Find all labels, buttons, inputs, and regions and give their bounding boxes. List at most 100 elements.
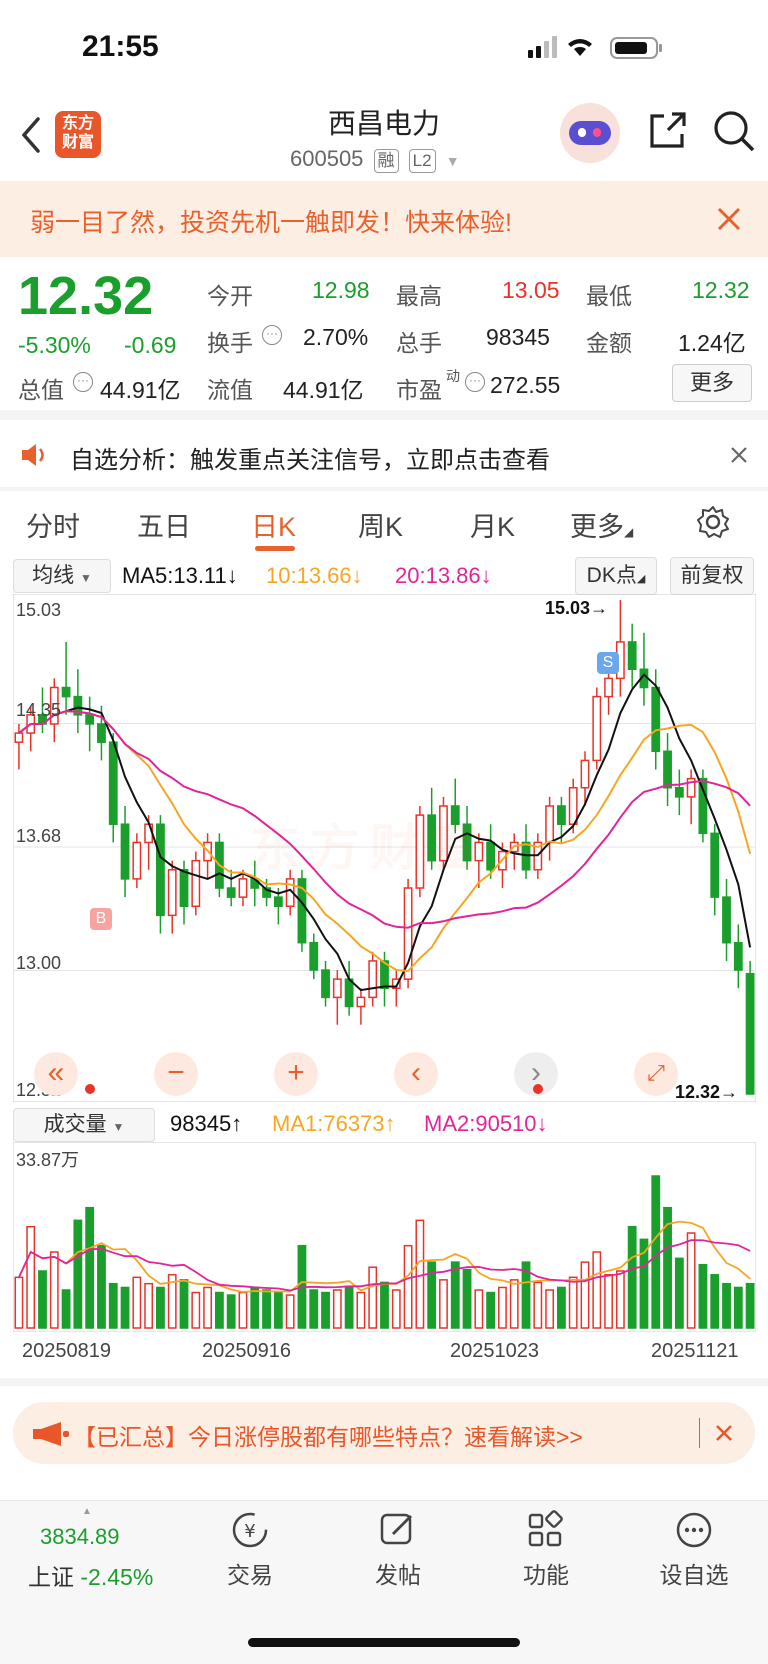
pe-superscript: 动 [446, 368, 460, 384]
info-icon[interactable]: ··· [262, 325, 282, 345]
scroll-left-button[interactable]: ‹ [394, 1052, 438, 1096]
current-price: 12.32 [18, 266, 154, 326]
nav-function[interactable]: 功能 [491, 1510, 601, 1590]
volume-bar [733, 1286, 743, 1329]
fullscreen-icon[interactable]: ⤢ [634, 1052, 678, 1096]
candle-body [674, 787, 684, 798]
indicator-select[interactable]: 均线 ▼ [13, 559, 111, 593]
index-value[interactable]: 3834.89 [40, 1524, 120, 1549]
candle-body [698, 777, 708, 835]
stock-code: 600505 [290, 146, 364, 171]
volume-bar [250, 1286, 260, 1329]
nav-post[interactable]: 发帖 [343, 1510, 453, 1590]
volume-bar [132, 1276, 142, 1329]
info-icon[interactable]: ··· [465, 372, 485, 392]
volume-bar [226, 1294, 236, 1329]
candle-body [332, 978, 342, 999]
amount-value: 1.24亿 [678, 330, 746, 356]
volume-bar [745, 1282, 755, 1329]
tab-monthly-k[interactable]: 月K [470, 512, 516, 542]
nav-trade[interactable]: ¥ 交易 [195, 1510, 305, 1590]
candle-body [556, 805, 566, 825]
ad-banner[interactable]: 【已汇总】今日涨停股都有哪些特点？速看解读>> [13, 1402, 755, 1464]
change-value: -0.69 [124, 332, 177, 358]
notice-close-icon[interactable] [730, 446, 748, 464]
volume-bar [108, 1282, 118, 1329]
candle-body [686, 777, 696, 798]
tab-more[interactable]: 更多◢ [570, 512, 634, 542]
tab-weekly-k[interactable]: 周K [358, 512, 404, 542]
ma10-value: 10:13.66↓ [266, 563, 363, 588]
divider [0, 410, 768, 420]
header: 东方 财富 [0, 95, 768, 180]
volume-bar [509, 1279, 519, 1329]
volume-bar [203, 1286, 213, 1329]
margin-tag: 融 [373, 149, 399, 173]
scroll-left-fast-button[interactable]: « [34, 1052, 78, 1096]
bottom-nav [0, 1500, 768, 1664]
candle-body [356, 996, 366, 1008]
back-icon[interactable] [18, 115, 42, 155]
promo-banner-text: 弱一目了然，投资先机一触即发！快来体验! [30, 209, 512, 237]
zoom-out-button[interactable]: − [154, 1052, 198, 1096]
volume-bar [439, 1279, 448, 1329]
search-icon[interactable] [712, 109, 756, 153]
volume-chart[interactable] [13, 1142, 756, 1332]
dk-point-button[interactable]: DK点◢ [575, 557, 657, 595]
candle-body [710, 832, 720, 898]
tab-five-day[interactable]: 五日 [137, 512, 191, 542]
sell-signal-tag[interactable]: S [597, 652, 619, 674]
status-bar: 21:55 [0, 0, 768, 100]
volume-bar [391, 1289, 401, 1329]
volume-bar [698, 1263, 708, 1329]
candle-body [568, 787, 578, 825]
dot-indicator [85, 1084, 95, 1094]
buy-signal-tag[interactable]: B [90, 908, 112, 930]
adjust-button[interactable]: 前复权 [670, 557, 754, 595]
volume-bar [356, 1291, 366, 1329]
stock-name: 西昌电力 [327, 108, 440, 139]
volume-bar [604, 1274, 613, 1329]
index-row[interactable]: 上证 -2.45% [28, 1564, 154, 1590]
volume-bar [144, 1282, 154, 1329]
volume-bar [49, 1251, 59, 1329]
tab-daily-k[interactable]: 日K [251, 512, 297, 542]
volume-ma1: MA1:76373↑ [272, 1111, 396, 1136]
candle-body [297, 878, 307, 944]
float-value: 44.91亿 [283, 377, 364, 403]
volume-indicator-select[interactable]: 成交量 ▼ [13, 1108, 155, 1142]
volume-value: 98345 [486, 324, 550, 350]
volume-bar [450, 1261, 460, 1329]
nav-add-watchlist[interactable]: 设自选 [639, 1510, 749, 1590]
candle-body [380, 960, 389, 990]
divider [0, 1378, 768, 1386]
volume-bar [26, 1225, 36, 1329]
settings-gear-icon[interactable] [696, 505, 730, 539]
volume-bar [627, 1225, 637, 1329]
divider [0, 487, 768, 491]
divider [699, 1418, 700, 1448]
low-label: 最低 [586, 283, 632, 309]
ad-close-icon[interactable] [715, 1424, 733, 1442]
volume-bar [615, 1270, 625, 1329]
high-label: 最高 [396, 283, 442, 309]
kline-chart[interactable] [13, 594, 756, 1102]
tab-intraday[interactable]: 分时 [26, 512, 80, 542]
candle-body [226, 887, 236, 898]
banner-close-icon[interactable] [716, 206, 742, 232]
notice-bar[interactable]: 自选分析：触发重点关注信号，立即点击查看 [0, 420, 768, 488]
status-icons [528, 36, 662, 59]
zoom-in-button[interactable]: + [274, 1052, 318, 1096]
volume-bar [498, 1286, 507, 1329]
volume-bar [73, 1219, 83, 1329]
caret-down-icon[interactable]: ▼ [445, 153, 460, 169]
volume-bar [722, 1282, 731, 1329]
candle-body [321, 969, 330, 999]
candle-body [238, 878, 248, 898]
more-button[interactable]: 更多 [672, 364, 752, 402]
share-icon[interactable] [646, 110, 688, 152]
robot-assistant-icon[interactable] [560, 103, 620, 163]
info-icon[interactable]: ··· [73, 372, 93, 392]
volume-bar [474, 1289, 484, 1329]
promo-banner[interactable] [0, 181, 768, 257]
